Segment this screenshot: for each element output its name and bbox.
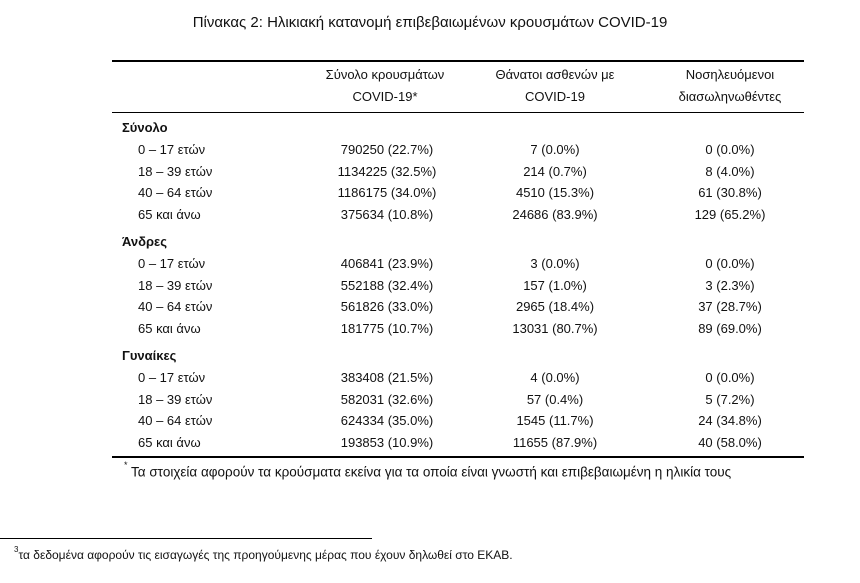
intubated-cell: 40 (58.0%) bbox=[698, 434, 762, 450]
age-cell: 65 και άνω bbox=[138, 434, 201, 450]
age-cell: 40 – 64 ετών bbox=[138, 413, 213, 428]
table-row: 40 – 64 ετών 1186175 (34.0%) 4510 (15.3%) 6… bbox=[112, 182, 804, 204]
note-marker: * bbox=[124, 460, 128, 470]
cases-cell: 552188 (32.4%) bbox=[340, 277, 434, 293]
table-bottom-rule bbox=[112, 456, 804, 458]
age-cell: 18 – 39 ετών bbox=[138, 277, 213, 293]
group-section: Άνδρες 0 – 17 ετών 406841 (23.9%) 3 (0.0%) 0… bbox=[112, 231, 804, 339]
table-row: 18 – 39 ετών 1134225 (32.5%) 214 (0.7%) 8 (… bbox=[112, 161, 804, 183]
age-cell: 40 – 64 ετών bbox=[138, 185, 213, 200]
group-section: Σύνολο 0 – 17 ετών 790250 (22.7%) 7 (0.0%) 0… bbox=[112, 117, 804, 225]
deaths-cell: 3 (0.0%) bbox=[530, 256, 580, 271]
note-text: Τα στοιχεία αφορούν τα κρούσματα εκείνα … bbox=[127, 464, 732, 480]
table-row: 40 – 64 ετών 624334 (35.0%) 1545 (11.7%) 24… bbox=[112, 410, 804, 432]
footnote-text: τα δεδομένα αφορούν τις εισαγωγές της πρ… bbox=[18, 548, 513, 562]
header-rule bbox=[112, 112, 804, 113]
table-row: 18 – 39 ετών 582031 (32.6%) 57 (0.4%) 5 (7.… bbox=[112, 389, 804, 411]
age-cell: 18 – 39 ετών bbox=[138, 163, 213, 179]
intubated-cell: 89 (69.0%) bbox=[698, 320, 762, 336]
deaths-cell: 1545 (11.7%) bbox=[516, 413, 594, 428]
intubated-cell: 37 (28.7%) bbox=[698, 299, 762, 314]
intubated-cell: 3 (2.3%) bbox=[705, 277, 755, 293]
table-title: Πίνακας 2: Ηλικιακή κατανομή επιβεβαιωμέ… bbox=[192, 14, 668, 31]
age-cell: 65 και άνω bbox=[138, 320, 201, 336]
group-title: Γυναίκες bbox=[122, 348, 177, 363]
table-row: 18 – 39 ετών 552188 (32.4%) 157 (1.0%) 3 (2… bbox=[112, 275, 804, 297]
header-deaths: Θάνατοι ασθενών με COVID-19 bbox=[495, 67, 615, 104]
cases-cell: 790250 (22.7%) bbox=[340, 142, 434, 157]
deaths-cell: 157 (1.0%) bbox=[523, 277, 587, 293]
intubated-cell: 0 (0.0%) bbox=[705, 370, 755, 385]
group-title: Άνδρες bbox=[122, 234, 167, 249]
table-row: 0 – 17 ετών 406841 (23.9%) 3 (0.0%) 0 (0.0%… bbox=[112, 253, 804, 275]
intubated-cell: 0 (0.0%) bbox=[705, 142, 755, 157]
table-row: 40 – 64 ετών 561826 (33.0%) 2965 (18.4%) 37… bbox=[112, 296, 804, 318]
table-top-rule bbox=[112, 60, 804, 62]
table-row: 65 και άνω 181775 (10.7%) 13031 (80.7%) 89 … bbox=[112, 318, 804, 340]
header-cases: Σύνολο κρουσμάτων COVID-19* bbox=[325, 67, 445, 104]
table-row: 65 και άνω 193853 (10.9%) 11655 (87.9%) 40 … bbox=[112, 432, 804, 454]
deaths-cell: 7 (0.0%) bbox=[530, 142, 580, 157]
intubated-cell: 61 (30.8%) bbox=[698, 185, 762, 200]
footnote-marker: 3 bbox=[14, 545, 19, 554]
deaths-cell: 4510 (15.3%) bbox=[515, 185, 595, 200]
footnote-rule bbox=[0, 538, 372, 539]
footnote: 3τα δεδομένα αφορούν τις εισαγωγές της π… bbox=[14, 543, 513, 564]
deaths-cell: 11655 (87.9%) bbox=[512, 434, 598, 450]
age-cell: 65 και άνω bbox=[138, 206, 201, 222]
cases-cell: 181775 (10.7%) bbox=[340, 320, 434, 336]
table-note: * Τα στοιχεία αφορούν τα κρούσματα εκείν… bbox=[124, 458, 731, 483]
intubated-cell: 5 (7.2%) bbox=[705, 391, 755, 407]
age-cell: 0 – 17 ετών bbox=[138, 256, 206, 271]
age-cell: 0 – 17 ετών bbox=[138, 370, 206, 385]
deaths-cell: 4 (0.0%) bbox=[530, 370, 580, 385]
group-section: Γυναίκες 0 – 17 ετών 383408 (21.5%) 4 (0.0%… bbox=[112, 345, 804, 453]
table-row: 0 – 17 ετών 383408 (21.5%) 4 (0.0%) 0 (0.0%… bbox=[112, 367, 804, 389]
table-row: 0 – 17 ετών 790250 (22.7%) 7 (0.0%) 0 (0.0%… bbox=[112, 139, 804, 161]
intubated-cell: 24 (34.8%) bbox=[698, 413, 762, 428]
table-row: 65 και άνω 375634 (10.8%) 24686 (83.9%) 129… bbox=[112, 204, 804, 226]
intubated-cell: 8 (4.0%) bbox=[705, 163, 755, 179]
intubated-cell: 0 (0.0%) bbox=[705, 256, 755, 271]
deaths-cell: 24686 (83.9%) bbox=[512, 206, 598, 222]
age-cell: 18 – 39 ετών bbox=[138, 391, 213, 407]
cases-cell: 383408 (21.5%) bbox=[340, 370, 434, 385]
cases-cell: 1134225 (32.5%) bbox=[337, 163, 437, 179]
cases-cell: 406841 (23.9%) bbox=[340, 256, 434, 271]
deaths-cell: 13031 (80.7%) bbox=[512, 320, 598, 336]
deaths-cell: 57 (0.4%) bbox=[526, 391, 584, 407]
cases-cell: 582031 (32.6%) bbox=[340, 391, 434, 407]
deaths-cell: 2965 (18.4%) bbox=[515, 299, 595, 314]
group-title: Σύνολο bbox=[122, 120, 168, 135]
cases-cell: 375634 (10.8%) bbox=[340, 206, 434, 222]
cases-cell: 624334 (35.0%) bbox=[340, 413, 434, 428]
cases-cell: 193853 (10.9%) bbox=[340, 434, 434, 450]
age-cell: 0 – 17 ετών bbox=[138, 142, 206, 157]
table-body: Σύνολο 0 – 17 ετών 790250 (22.7%) 7 (0.0%) 0… bbox=[112, 117, 804, 459]
cases-cell: 561826 (33.0%) bbox=[340, 299, 434, 314]
age-cell: 40 – 64 ετών bbox=[138, 299, 213, 314]
deaths-cell: 214 (0.7%) bbox=[523, 163, 587, 179]
intubated-cell: 129 (65.2%) bbox=[694, 206, 766, 222]
header-intubated: Νοσηλευόμενοι διασωληνωθέντες bbox=[678, 67, 782, 104]
cases-cell: 1186175 (34.0%) bbox=[337, 185, 437, 200]
